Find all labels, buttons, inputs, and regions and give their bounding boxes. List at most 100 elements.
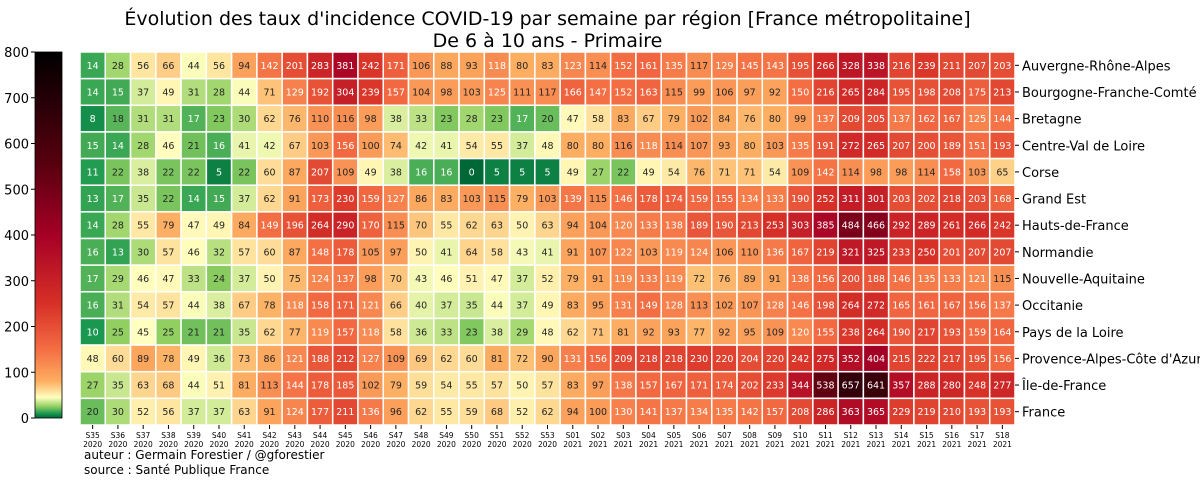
year-tick-label: 2020 [235, 440, 254, 449]
year-tick-label: 2020 [487, 440, 506, 449]
year-tick-label: 2021 [690, 440, 709, 449]
heatmap-cell [837, 131, 865, 160]
cell-value-label: 35 [238, 327, 250, 338]
cell-value-label: 60 [263, 167, 275, 178]
cell-value-label: 222 [917, 354, 935, 365]
cell-value-label: 155 [816, 327, 834, 338]
heatmap-cell [736, 317, 764, 346]
heatmap-cell [887, 317, 915, 346]
cell-value-label: 288 [917, 381, 935, 392]
heatmap-cell [887, 344, 915, 373]
heatmap-cell [155, 184, 182, 213]
cell-value-label: 207 [968, 61, 986, 72]
heatmap-cell [205, 317, 233, 346]
cell-value-label: 22 [162, 194, 174, 205]
cell-value-label: 103 [538, 194, 556, 205]
cell-value-label: 44 [238, 87, 250, 98]
cell-value-label: 58 [592, 114, 604, 125]
cell-value-label: 31 [188, 87, 200, 98]
cell-value-label: 91 [592, 274, 604, 285]
heatmap-cell [559, 211, 587, 240]
heatmap-cell [483, 264, 511, 293]
heatmap-cell [812, 131, 839, 160]
heatmap-cell [887, 131, 915, 160]
cell-value-label: 110 [311, 114, 329, 125]
heatmap-cell [685, 397, 713, 426]
heatmap-cell [230, 264, 258, 293]
cell-value-label: 36 [213, 354, 225, 365]
cell-value-label: 49 [567, 167, 579, 178]
cell-value-label: 83 [567, 301, 579, 312]
week-tick-label: S53 [540, 431, 555, 440]
cell-value-label: 52 [137, 407, 149, 418]
cell-value-label: 48 [541, 141, 553, 152]
cell-value-label: 100 [362, 141, 380, 152]
heatmap-cell [837, 184, 865, 213]
cell-value-label: 102 [362, 381, 380, 392]
cell-value-label: 304 [336, 87, 354, 98]
region-label: Corse [1022, 166, 1059, 181]
cell-value-label: 37 [516, 141, 528, 152]
heatmap-cell [660, 317, 688, 346]
cell-value-label: 136 [362, 407, 380, 418]
cell-value-label: 72 [516, 354, 528, 365]
colorbar-tick-label: 800 [4, 46, 29, 61]
cell-value-label: 106 [715, 247, 733, 258]
cell-value-label: 81 [238, 381, 250, 392]
heatmap-cell [862, 397, 890, 426]
cell-value-label: 163 [640, 87, 658, 98]
cell-value-label: 79 [567, 274, 579, 285]
cell-value-label: 97 [592, 381, 604, 392]
cell-value-label: 124 [286, 407, 304, 418]
cell-value-label: 49 [365, 167, 377, 178]
cell-value-label: 15 [87, 141, 99, 152]
heatmap-cell [761, 104, 789, 133]
heatmap-cell [230, 131, 258, 160]
cell-value-label: 167 [943, 301, 961, 312]
cell-value-label: 37 [188, 407, 200, 418]
cell-value-label: 60 [112, 354, 124, 365]
cell-value-label: 70 [415, 221, 427, 232]
cell-value-label: 75 [289, 274, 301, 285]
heatmap-cell [382, 397, 410, 426]
heatmap-cell [988, 317, 1016, 346]
heatmap-cell [104, 397, 132, 426]
heatmap-cell [559, 104, 587, 133]
region-label: Centre-Val de Loire [1022, 139, 1145, 154]
cell-value-label: 136 [766, 247, 784, 258]
cell-value-label: 137 [336, 274, 354, 285]
cell-value-label: 28 [112, 61, 124, 72]
region-label: Provence-Alpes-Côte d'Azur [1022, 352, 1200, 367]
cell-value-label: 115 [589, 194, 607, 205]
cell-value-label: 96 [390, 407, 402, 418]
year-tick-label: 2020 [83, 440, 102, 449]
heatmap-cell [534, 264, 561, 293]
heatmap-cell [786, 397, 814, 426]
heatmap-cell [559, 264, 587, 293]
cell-value-label: 208 [943, 87, 961, 98]
cell-value-label: 114 [917, 167, 935, 178]
cell-value-label: 103 [463, 87, 481, 98]
cell-value-label: 264 [867, 327, 885, 338]
cell-value-label: 218 [665, 354, 683, 365]
heatmap-cell [635, 77, 662, 107]
heatmap-cell [584, 77, 612, 107]
cell-value-label: 79 [668, 114, 680, 125]
cell-value-label: 46 [188, 247, 200, 258]
cell-value-label: 106 [412, 61, 430, 72]
heatmap-cell [534, 51, 561, 80]
colorbar-tick-label: 100 [4, 366, 29, 381]
cell-value-label: 212 [336, 354, 354, 365]
cell-value-label: 58 [491, 247, 503, 258]
cell-value-label: 145 [741, 61, 759, 72]
cell-value-label: 338 [867, 61, 885, 72]
cell-value-label: 16 [87, 301, 99, 312]
cell-value-label: 203 [968, 194, 986, 205]
heatmap-cell [862, 211, 890, 240]
cell-value-label: 301 [867, 194, 885, 205]
heatmap-cell [685, 104, 713, 133]
year-tick-label: 2020 [462, 440, 481, 449]
heatmap-cell [180, 291, 208, 320]
cell-value-label: 344 [791, 381, 809, 392]
cell-value-label: 117 [690, 61, 708, 72]
